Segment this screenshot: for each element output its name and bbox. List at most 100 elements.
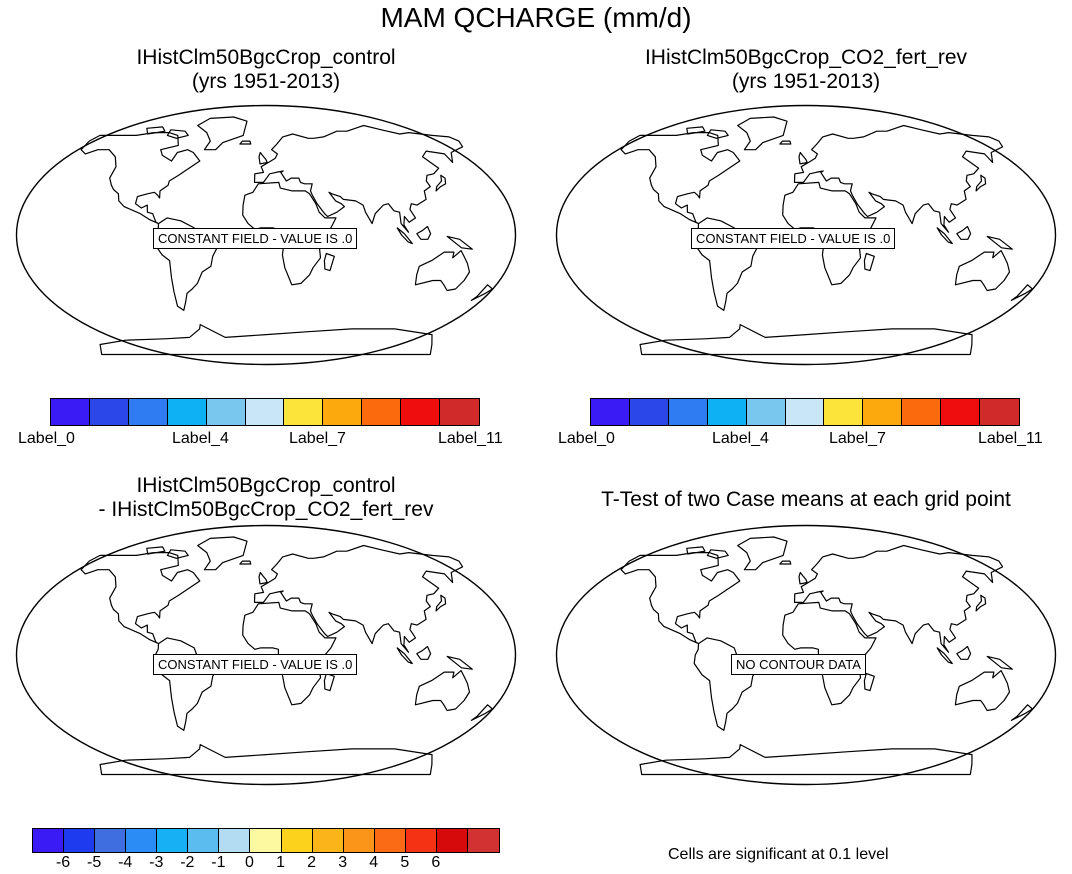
cb2-label-7: Label_7 bbox=[829, 430, 886, 447]
colorbar-box bbox=[188, 829, 220, 852]
coastline bbox=[1010, 704, 1033, 721]
panel-3-title: IHistClm50BgcCrop_control - IHistClm50Bg… bbox=[16, 474, 516, 522]
panel-3-message: CONSTANT FIELD - VALUE IS .0 bbox=[153, 654, 358, 675]
colorbar-box bbox=[824, 399, 864, 425]
map-panel-3 bbox=[15, 524, 517, 786]
coastline bbox=[166, 549, 189, 559]
coastline bbox=[470, 704, 493, 721]
coastline bbox=[414, 250, 471, 292]
coastline bbox=[737, 116, 788, 151]
coastline bbox=[1010, 284, 1033, 301]
coastline bbox=[798, 151, 808, 165]
coastline bbox=[956, 645, 972, 660]
coastline bbox=[435, 174, 447, 192]
coastline bbox=[863, 252, 875, 272]
coastline bbox=[166, 129, 189, 139]
colorbar-box bbox=[785, 399, 825, 425]
colorbar-box bbox=[157, 829, 189, 852]
cb1-label-0: Label_0 bbox=[18, 430, 75, 447]
coastline bbox=[706, 549, 729, 559]
colorbar-box bbox=[51, 399, 90, 425]
colorbar-tick-label: -2 bbox=[180, 854, 195, 871]
colorbar-box bbox=[629, 399, 669, 425]
coastline bbox=[986, 235, 1013, 250]
coastline bbox=[639, 744, 973, 776]
colorbar-box bbox=[374, 829, 406, 852]
colorbar-box bbox=[467, 829, 499, 852]
coastline bbox=[936, 227, 953, 245]
panel-2-title: IHistClm50BgcCrop_CO2_fert_rev (yrs 1951… bbox=[556, 46, 1056, 94]
coastline bbox=[396, 647, 413, 665]
colorbar-box bbox=[980, 399, 1019, 425]
colorbar-box bbox=[401, 399, 441, 425]
coastline bbox=[863, 672, 875, 692]
map-border bbox=[555, 524, 1057, 786]
colorbar-tick-label: -4 bbox=[118, 854, 133, 871]
colorbar-tick-label: 5 bbox=[400, 854, 410, 871]
coastline bbox=[782, 601, 877, 706]
coastline bbox=[416, 645, 432, 660]
map-border bbox=[15, 524, 517, 786]
coastline bbox=[986, 655, 1013, 670]
colorbar-box bbox=[902, 399, 942, 425]
panel-4-title-line1: T-Test of two Case means at each grid po… bbox=[601, 488, 1011, 511]
panel-1-title-line1: IHistClm50BgcCrop_control bbox=[136, 46, 396, 69]
coastline bbox=[258, 151, 268, 165]
coastline bbox=[239, 140, 252, 145]
colorbar-box bbox=[284, 399, 324, 425]
colorbar-box bbox=[250, 829, 282, 852]
map-panel-1 bbox=[15, 104, 517, 366]
map-panel-4 bbox=[555, 524, 1057, 786]
significance-note: Cells are significant at 0.1 level bbox=[668, 846, 889, 863]
coastline bbox=[80, 552, 201, 645]
colorbar-tick-label: -6 bbox=[55, 854, 71, 871]
colorbar-tick-label: 3 bbox=[338, 854, 348, 871]
colorbar-box bbox=[863, 399, 903, 425]
colorbar-box bbox=[343, 829, 375, 852]
coastline bbox=[737, 536, 788, 571]
colorbar-box bbox=[707, 399, 747, 425]
coastline bbox=[686, 126, 706, 135]
coastline bbox=[80, 132, 201, 225]
panel-1-title: IHistClm50BgcCrop_control (yrs 1951-2013… bbox=[16, 46, 516, 94]
coastline bbox=[99, 324, 433, 356]
colorbar-tick-label: 2 bbox=[307, 854, 317, 871]
colorbar-tick-label: 0 bbox=[245, 854, 254, 871]
colorbar-box bbox=[668, 399, 708, 425]
coastline bbox=[153, 637, 219, 731]
coastline bbox=[146, 546, 166, 555]
cb1-label-4: Label_4 bbox=[172, 430, 229, 447]
colorbar-tick-label: -5 bbox=[87, 854, 102, 871]
cb2-label-4: Label_4 bbox=[712, 430, 769, 447]
coastline bbox=[242, 601, 337, 706]
coastline bbox=[706, 129, 729, 139]
world-map bbox=[15, 524, 517, 786]
colorbar-tick-label: -1 bbox=[211, 854, 226, 871]
cb1-label-7: Label_7 bbox=[289, 430, 346, 447]
world-map bbox=[555, 524, 1057, 786]
coastline bbox=[620, 132, 741, 225]
cb2-label-11: Label_11 bbox=[978, 430, 1043, 447]
colorbar-box bbox=[746, 399, 786, 425]
coastline bbox=[396, 227, 413, 245]
colorbar-box bbox=[281, 829, 313, 852]
coastline bbox=[686, 546, 706, 555]
panel-4-title: T-Test of two Case means at each grid po… bbox=[556, 488, 1056, 512]
coastlines bbox=[620, 536, 1033, 776]
coastline bbox=[99, 744, 433, 776]
colorbar-box bbox=[126, 829, 158, 852]
colorbar-difference bbox=[32, 828, 500, 853]
coastline bbox=[197, 116, 248, 151]
coastline bbox=[975, 594, 987, 612]
map-border bbox=[15, 104, 517, 366]
coastline bbox=[779, 560, 792, 565]
colorbar-panel-2 bbox=[590, 398, 1020, 426]
coastline bbox=[936, 647, 953, 665]
panel-2-message: CONSTANT FIELD - VALUE IS .0 bbox=[691, 228, 896, 249]
colorbar-box bbox=[206, 399, 246, 425]
colorbar-box bbox=[362, 399, 402, 425]
figure-title: MAM QCHARGE (mm/d) bbox=[380, 2, 692, 33]
coastline bbox=[446, 655, 473, 670]
panel-1-title-line2: (yrs 1951-2013) bbox=[191, 70, 341, 93]
coastline bbox=[146, 126, 166, 135]
